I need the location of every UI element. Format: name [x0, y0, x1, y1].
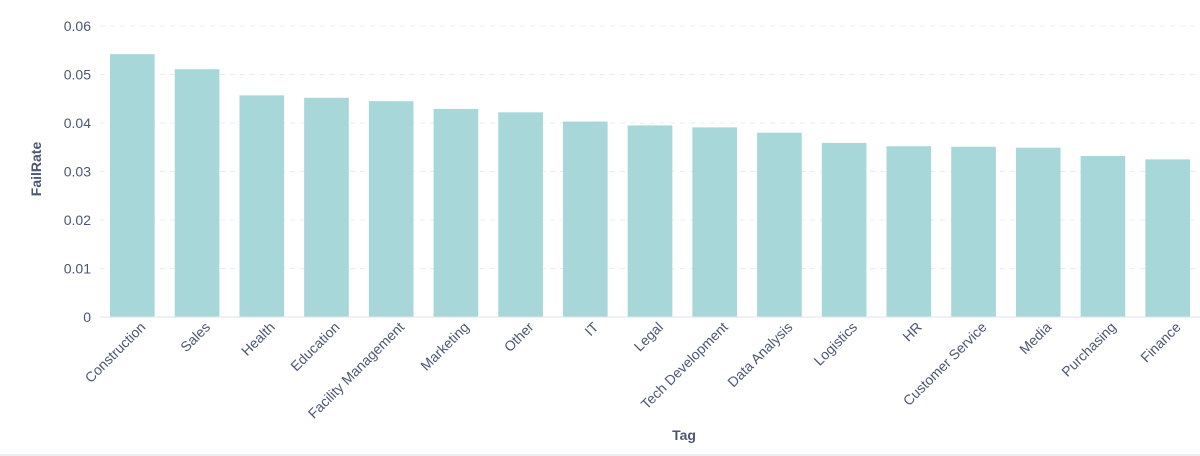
bar[interactable] [627, 125, 673, 317]
bar[interactable] [1080, 155, 1126, 317]
y-axis-ticks: 0 0.01 0.02 0.03 0.04 0.05 0.06 [64, 18, 91, 325]
x-tick-label: Marketing [417, 319, 472, 374]
bar[interactable] [692, 127, 738, 318]
y-axis-title: FailRate [28, 142, 44, 197]
y-tick-label: 0.01 [64, 261, 91, 277]
x-tick-label: Finance [1137, 319, 1184, 366]
bottom-divider [0, 454, 1200, 456]
x-tick-label: Other [501, 319, 537, 355]
x-tick-label: Health [238, 319, 278, 359]
bar[interactable] [110, 54, 155, 317]
x-tick-label: Media [1016, 319, 1054, 357]
bar[interactable] [951, 146, 996, 317]
bars [110, 54, 1190, 318]
bar[interactable] [304, 97, 349, 317]
y-tick-label: 0.03 [64, 164, 91, 180]
y-tick-label: 0.02 [64, 212, 91, 228]
bar[interactable] [368, 101, 414, 317]
bar[interactable] [498, 112, 543, 317]
bar[interactable] [562, 121, 608, 317]
x-tick-label: Data Analysis [724, 319, 795, 390]
x-tick-label: Education [287, 319, 342, 374]
x-axis-ticks: Construction Sales Health EducationFacility… [82, 318, 1184, 421]
bar[interactable] [239, 95, 285, 317]
bar[interactable] [757, 132, 802, 317]
x-tick-label: Sales [177, 319, 213, 355]
y-tick-label: 0.06 [64, 18, 91, 34]
bar[interactable] [174, 69, 220, 317]
x-tick-label: IT [581, 318, 601, 338]
x-tick-label: HR [899, 319, 925, 345]
bar[interactable] [1145, 159, 1190, 317]
x-tick-label: Construction [82, 319, 149, 386]
y-tick-label: 0.04 [64, 115, 91, 131]
bar[interactable] [1015, 147, 1061, 317]
x-tick-label: Legal [631, 319, 667, 355]
x-axis-title: Tag [672, 427, 696, 443]
bar[interactable] [821, 142, 867, 317]
y-tick-label: 0.05 [64, 67, 91, 83]
bar[interactable] [433, 108, 479, 317]
bar[interactable] [886, 146, 932, 317]
y-tick-label: 0 [83, 309, 91, 325]
x-tick-label: Logistics [810, 319, 860, 369]
x-tick-label: Purchasing [1058, 319, 1119, 380]
